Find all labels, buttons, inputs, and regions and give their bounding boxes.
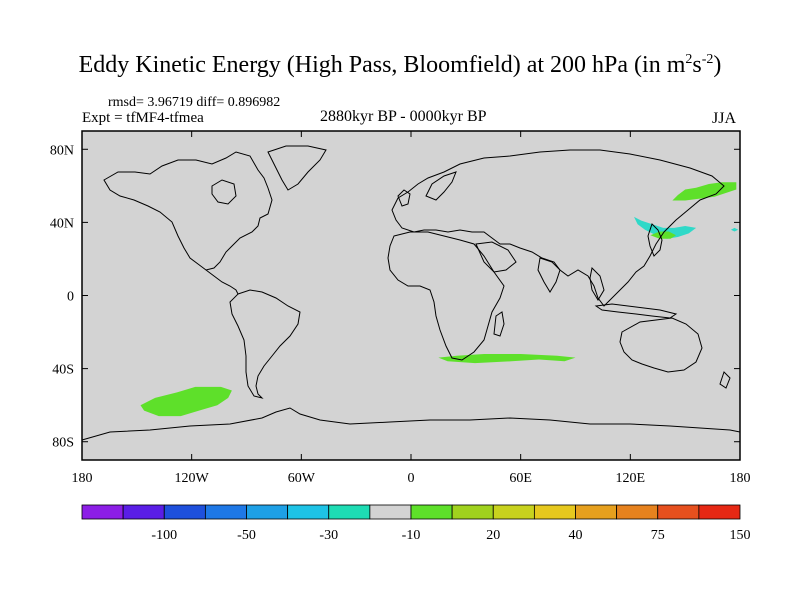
colorbar-swatch: [81, 504, 124, 520]
coast-south-america: [229, 289, 301, 399]
colorbar-swatch: [657, 504, 700, 520]
coast-africa: [387, 231, 505, 361]
lat-tick-label: 80S: [52, 436, 74, 451]
anomaly-japan-east: [634, 216, 697, 239]
coast-antarctica: [81, 407, 741, 441]
anomaly-japan-core: [650, 231, 676, 239]
coast-greenland: [267, 145, 327, 191]
colorbar-label: 75: [651, 528, 665, 543]
colorbar-swatch: [616, 504, 659, 520]
plot-title: Eddy Kinetic Energy (High Pass, Bloomfie…: [0, 52, 800, 79]
colorbar-label: -10: [402, 528, 421, 543]
lon-tick-label: 60W: [288, 471, 316, 486]
title-sup-1: 2: [685, 52, 693, 67]
longitude-axis: 180 120W 60W 0 60E 120E 180: [72, 131, 751, 486]
coast-southeast-asia: [589, 266, 605, 301]
colorbar: -100 -50 -30 -10 20 40 75 150: [81, 504, 751, 543]
lat-tick-label: 40N: [50, 216, 74, 231]
coast-scandinavia: [425, 171, 457, 201]
coastlines: [81, 145, 741, 441]
experiment-label: Expt = tfMF4-tfmea: [82, 110, 204, 126]
lon-tick-label: 0: [408, 471, 415, 486]
anomaly-layer: [140, 182, 739, 417]
lat-tick-label: 0: [67, 290, 74, 305]
colorbar-swatch: [533, 504, 576, 520]
coast-india: [537, 257, 561, 293]
lat-tick-label: 80N: [50, 143, 74, 158]
colorbar-label: 150: [730, 528, 751, 543]
lon-tick-label: 120W: [175, 471, 210, 486]
title-main: Eddy Kinetic Energy (High Pass, Bloomfie…: [78, 52, 686, 78]
colorbar-swatch: [698, 504, 741, 520]
lon-tick-label: 180: [730, 471, 751, 486]
anomaly-south-indian-ocean: [438, 354, 576, 364]
colorbar-label: -30: [319, 528, 338, 543]
coast-japan: [647, 223, 663, 257]
coast-new-zealand: [719, 371, 731, 389]
period-label: 2880kyr BP - 0000kyr BP: [320, 108, 487, 125]
colorbar-swatch: [410, 504, 453, 520]
colorbar-swatch: [122, 504, 165, 520]
coast-north-america: [103, 151, 273, 271]
coast-central-america: [205, 269, 239, 295]
coast-eurasia: [391, 149, 725, 307]
coast-madagascar: [493, 311, 505, 337]
anomaly-central-pacific-dot: [730, 227, 739, 232]
anomaly-north-pacific: [672, 182, 737, 201]
coast-arabia: [475, 241, 517, 273]
colorbar-swatch: [575, 504, 618, 520]
coast-australia: [619, 317, 703, 373]
lat-tick-label: 40S: [52, 363, 74, 378]
coast-british-isles: [397, 189, 411, 207]
colorbar-swatch: [492, 504, 535, 520]
colorbar-swatch: [163, 504, 206, 520]
colorbar-label: -100: [151, 528, 177, 543]
stats-label: rmsd= 3.96719 diff= 0.896982: [108, 95, 281, 110]
colorbar-swatch: [204, 504, 247, 520]
latitude-axis: 80N 40N 0 40S 80S: [50, 143, 740, 451]
lon-tick-label: 60E: [509, 471, 532, 486]
coast-hudson-bay: [211, 179, 237, 205]
colorbar-label: -50: [237, 528, 256, 543]
colorbar-label: 20: [486, 528, 500, 543]
lon-tick-label: 180: [72, 471, 93, 486]
colorbar-swatch: [287, 504, 330, 520]
colorbar-swatch: [328, 504, 371, 520]
title-mid: s: [692, 52, 702, 78]
anomaly-south-pacific: [140, 386, 232, 417]
title-sup-2: -2: [701, 52, 714, 67]
colorbar-swatch: [369, 504, 412, 520]
title-end: ): [713, 52, 722, 78]
colorbar-label: 40: [569, 528, 583, 543]
colorbar-swatch: [451, 504, 494, 520]
coast-indonesia: [594, 303, 678, 319]
season-label: JJA: [712, 110, 737, 127]
lon-tick-label: 120E: [616, 471, 646, 486]
colorbar-swatch: [246, 504, 289, 520]
